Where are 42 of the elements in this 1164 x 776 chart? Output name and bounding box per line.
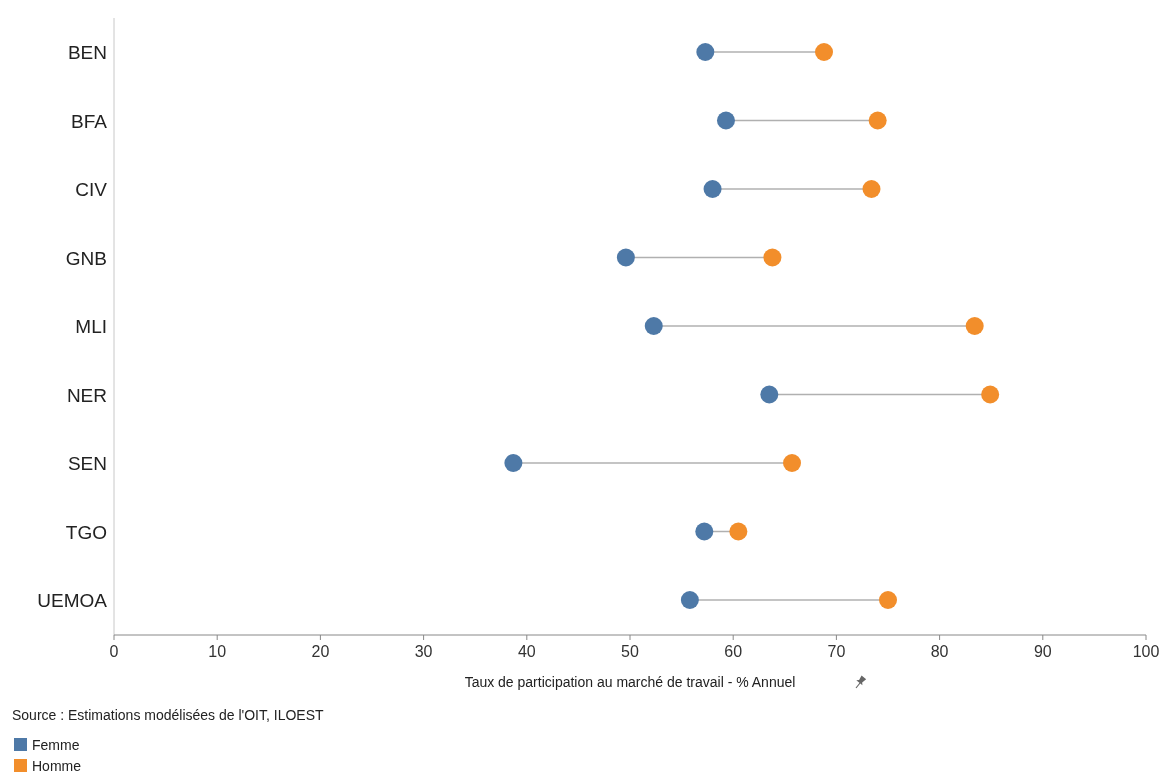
point (862, 180, 881, 198)
x-tick-label: 20 (311, 643, 330, 660)
x-tick-label: 40 (517, 643, 536, 660)
x-tick-label: 60 (724, 643, 743, 660)
y-tick-label: GNB (65, 247, 107, 269)
point (965, 317, 984, 335)
y-tick-label: TGO (65, 521, 107, 543)
point (644, 317, 663, 335)
point (729, 522, 748, 541)
point (695, 522, 714, 541)
y-tick-label: UEMOA (37, 590, 108, 611)
x-tick-label: 50 (621, 643, 639, 660)
x-tick-label: 90 (1033, 643, 1052, 660)
x-tick-label: 10 (208, 643, 227, 660)
point (879, 591, 897, 609)
point (760, 385, 779, 404)
x-tick-label: 0 (109, 643, 119, 660)
y-tick-label: BEN (67, 42, 107, 63)
point (763, 248, 782, 267)
point (815, 43, 834, 61)
point (716, 111, 735, 130)
y-tick-label: CIV (75, 179, 108, 200)
point (981, 385, 1000, 404)
x-tick-label: 30 (414, 643, 433, 660)
y-tick-label: SEN (67, 453, 107, 474)
point (504, 454, 523, 472)
x-tick-label: 100 (1132, 643, 1160, 660)
x-tick-label: 80 (930, 643, 949, 660)
x-tick-label: 70 (827, 643, 846, 660)
x-axis-title: Taux de participation au marché de travail - % Annuel (464, 674, 796, 690)
point (868, 111, 887, 130)
point (703, 180, 722, 198)
point (783, 454, 802, 472)
point (680, 591, 699, 609)
y-tick-label: BFA (71, 110, 108, 132)
source-note: Source : Estimations modélisées de l'OIT, ILOEST (12, 707, 325, 723)
point (696, 43, 715, 61)
legend-label: Homme (32, 758, 82, 774)
y-tick-label: MLI (75, 316, 107, 337)
y-tick-label: NER (66, 384, 107, 406)
legend-label: Femme (32, 737, 80, 753)
point (616, 248, 635, 267)
